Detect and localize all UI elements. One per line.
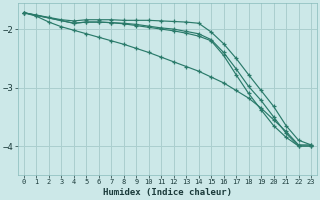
X-axis label: Humidex (Indice chaleur): Humidex (Indice chaleur): [103, 188, 232, 197]
